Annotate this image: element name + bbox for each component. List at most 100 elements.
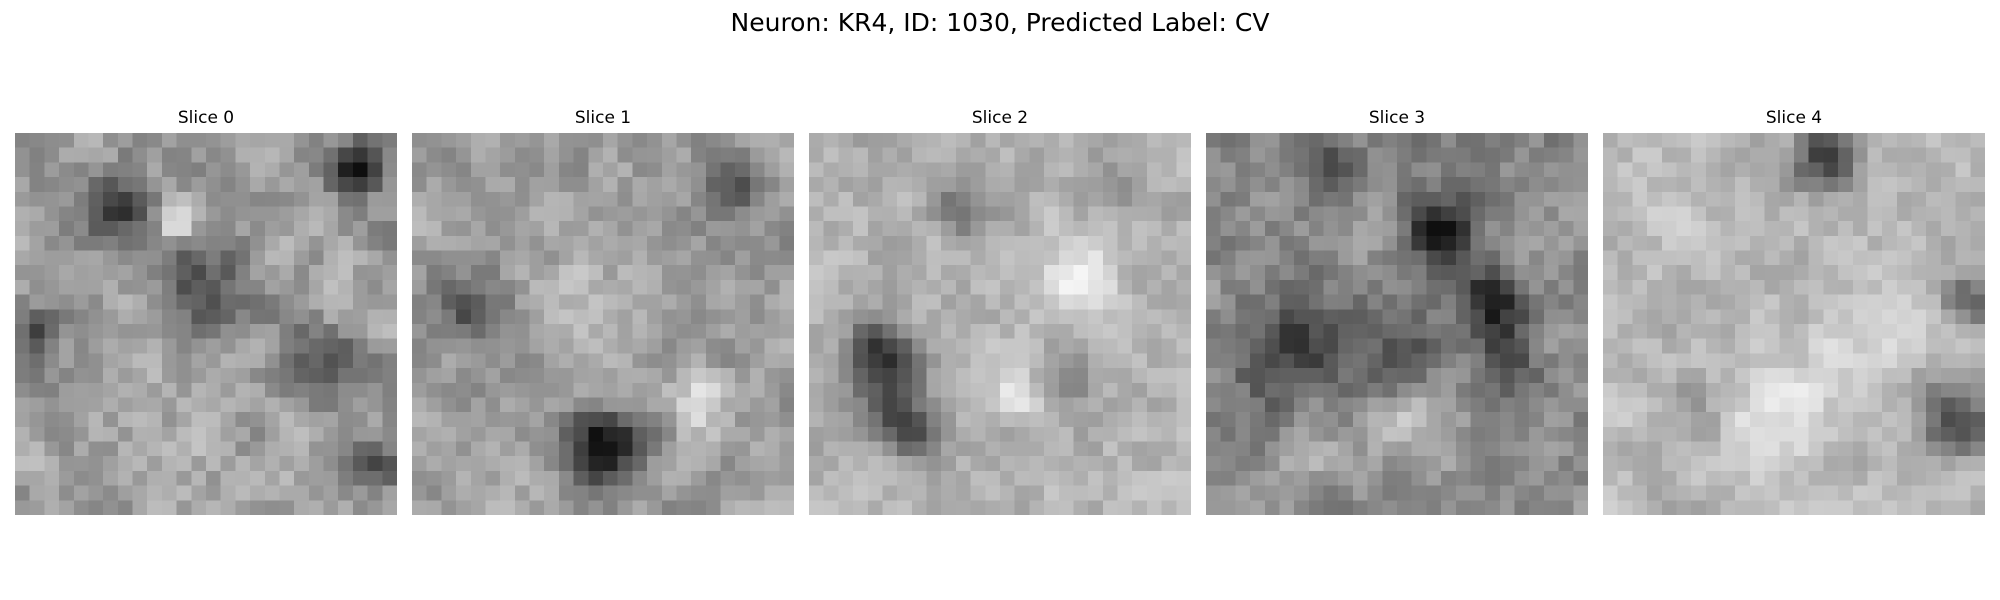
pixel xyxy=(985,456,1000,471)
pixel xyxy=(1382,456,1397,471)
pixel xyxy=(74,412,89,427)
pixel xyxy=(338,353,353,368)
pixel xyxy=(294,442,309,457)
pixel xyxy=(588,280,603,295)
pixel xyxy=(1897,383,1912,398)
pixel xyxy=(1147,427,1162,442)
pixel xyxy=(338,280,353,295)
pixel xyxy=(1706,309,1721,324)
pixel xyxy=(1897,471,1912,486)
pixel xyxy=(1529,442,1544,457)
pixel xyxy=(1265,500,1280,515)
pixel xyxy=(441,295,456,310)
pixel xyxy=(471,192,486,207)
pixel xyxy=(1338,353,1353,368)
pixel xyxy=(235,324,250,339)
pixel xyxy=(1809,206,1824,221)
pixel xyxy=(1515,397,1530,412)
pixel xyxy=(324,148,339,163)
pixel xyxy=(1529,383,1544,398)
pixel xyxy=(985,206,1000,221)
pixel xyxy=(1147,280,1162,295)
pixel xyxy=(1279,162,1294,177)
pixel xyxy=(1882,383,1897,398)
pixel xyxy=(1970,206,1985,221)
pixel xyxy=(574,397,589,412)
slice-panel-4: Slice 4 xyxy=(1603,108,1985,515)
pixel xyxy=(1750,177,1765,192)
pixel xyxy=(956,486,971,501)
pixel xyxy=(1441,251,1456,266)
pixel xyxy=(133,383,148,398)
pixel xyxy=(1941,397,1956,412)
pixel xyxy=(1000,309,1015,324)
pixel xyxy=(1324,412,1339,427)
pixel xyxy=(206,412,221,427)
pixel xyxy=(735,427,750,442)
pixel xyxy=(1515,471,1530,486)
pixel xyxy=(1912,368,1927,383)
pixel xyxy=(632,471,647,486)
pixel xyxy=(706,236,721,251)
pixel xyxy=(1221,192,1236,207)
pixel xyxy=(1765,500,1780,515)
pixel xyxy=(1735,177,1750,192)
pixel xyxy=(1118,456,1133,471)
pixel xyxy=(1147,442,1162,457)
pixel xyxy=(691,221,706,236)
pixel xyxy=(412,133,427,148)
pixel xyxy=(1853,280,1868,295)
pixel xyxy=(235,206,250,221)
pixel xyxy=(88,309,103,324)
pixel xyxy=(588,486,603,501)
pixel xyxy=(1029,456,1044,471)
pixel xyxy=(706,251,721,266)
pixel xyxy=(1926,442,1941,457)
pixel xyxy=(1794,368,1809,383)
pixel xyxy=(1118,221,1133,236)
pixel xyxy=(1838,324,1853,339)
pixel xyxy=(1000,486,1015,501)
pixel xyxy=(147,162,162,177)
pixel xyxy=(1397,162,1412,177)
pixel xyxy=(1368,324,1383,339)
pixel xyxy=(1397,486,1412,501)
pixel xyxy=(1353,324,1368,339)
pixel xyxy=(927,486,942,501)
pixel xyxy=(368,486,383,501)
pixel xyxy=(1338,397,1353,412)
pixel xyxy=(779,280,794,295)
pixel xyxy=(1618,456,1633,471)
pixel xyxy=(1632,339,1647,354)
pixel xyxy=(1206,295,1221,310)
pixel xyxy=(1118,368,1133,383)
pixel xyxy=(1765,236,1780,251)
pixel xyxy=(1221,500,1236,515)
pixel xyxy=(618,265,633,280)
pixel xyxy=(1309,148,1324,163)
pixel xyxy=(147,324,162,339)
pixel xyxy=(221,456,236,471)
pixel xyxy=(927,177,942,192)
pixel xyxy=(750,383,765,398)
pixel xyxy=(1750,353,1765,368)
pixel xyxy=(1897,280,1912,295)
pixel xyxy=(1368,133,1383,148)
pixel xyxy=(824,368,839,383)
pixel xyxy=(1015,368,1030,383)
pixel xyxy=(1162,295,1177,310)
pixel xyxy=(1441,265,1456,280)
pixel xyxy=(265,500,280,515)
pixel xyxy=(441,162,456,177)
pixel xyxy=(235,177,250,192)
pixel xyxy=(206,295,221,310)
pixel xyxy=(1132,442,1147,457)
pixel xyxy=(1603,427,1618,442)
pixel xyxy=(1162,251,1177,266)
pixel xyxy=(779,295,794,310)
pixel xyxy=(30,236,45,251)
pixel xyxy=(44,280,59,295)
pixel xyxy=(191,148,206,163)
pixel xyxy=(1000,251,1015,266)
pixel xyxy=(1353,412,1368,427)
